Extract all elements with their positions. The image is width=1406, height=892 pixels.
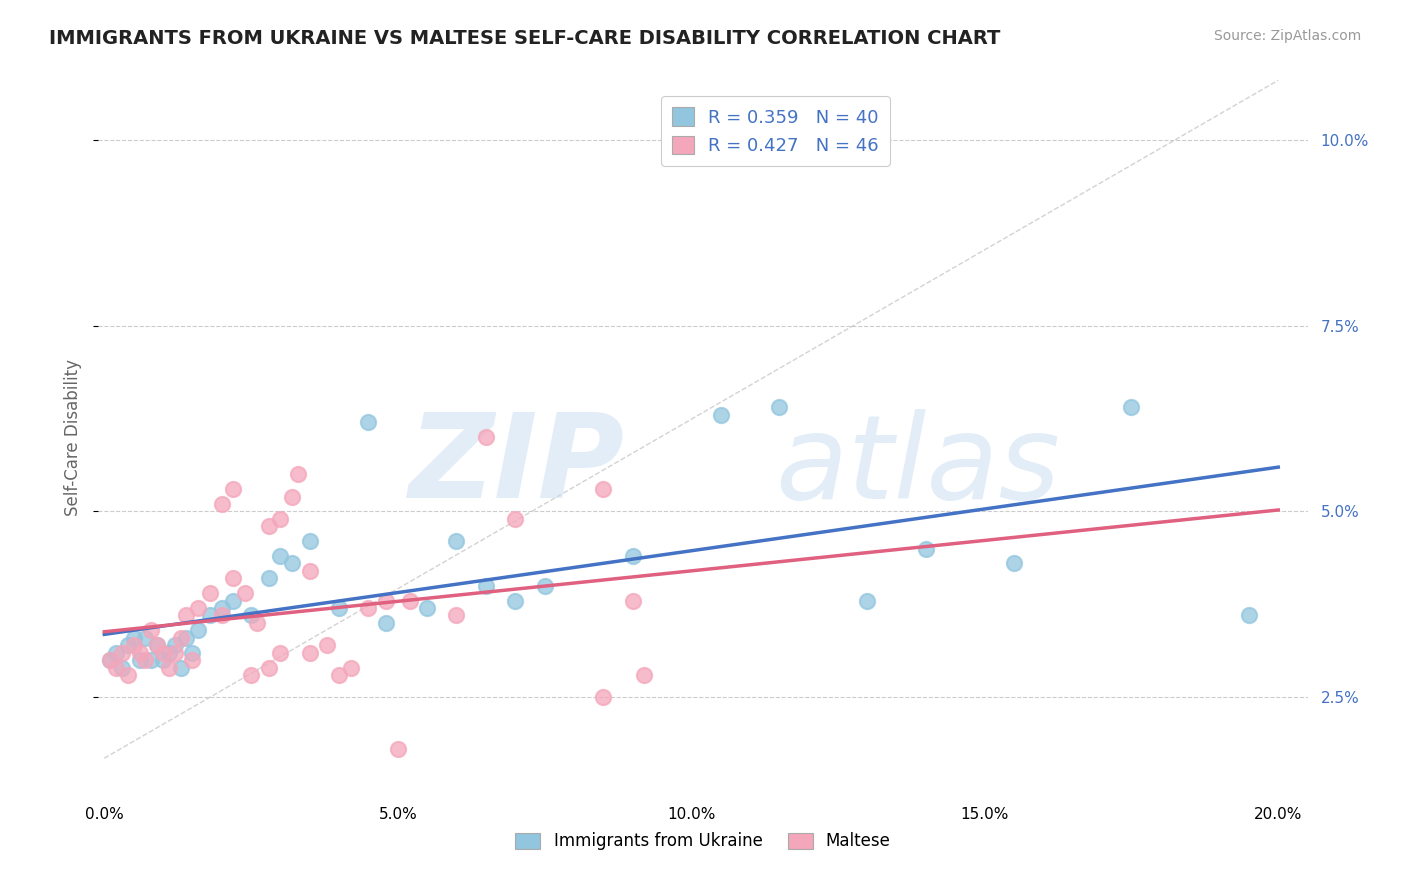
Point bbox=[446, 608, 468, 623]
Point bbox=[269, 512, 291, 526]
Point bbox=[281, 557, 304, 571]
Point bbox=[146, 638, 169, 652]
Point bbox=[633, 668, 655, 682]
Point bbox=[134, 631, 156, 645]
Point bbox=[146, 638, 169, 652]
Point bbox=[222, 571, 245, 585]
Point bbox=[328, 668, 350, 682]
Text: ZIP: ZIP bbox=[408, 409, 624, 523]
Point bbox=[915, 541, 938, 556]
Point bbox=[316, 638, 339, 652]
Text: IMMIGRANTS FROM UKRAINE VS MALTESE SELF-CARE DISABILITY CORRELATION CHART: IMMIGRANTS FROM UKRAINE VS MALTESE SELF-… bbox=[49, 29, 1001, 47]
Point bbox=[141, 653, 163, 667]
Point bbox=[398, 593, 420, 607]
Point bbox=[287, 467, 309, 482]
Point bbox=[475, 579, 498, 593]
Y-axis label: Self-Care Disability: Self-Care Disability bbox=[65, 359, 83, 516]
Point bbox=[122, 638, 145, 652]
Point bbox=[446, 534, 468, 549]
Point bbox=[856, 593, 879, 607]
Point bbox=[169, 631, 191, 645]
Point bbox=[117, 638, 139, 652]
Point bbox=[416, 601, 439, 615]
Point bbox=[105, 646, 128, 660]
Point bbox=[128, 653, 150, 667]
Point bbox=[298, 564, 321, 578]
Point bbox=[198, 586, 221, 600]
Point bbox=[211, 608, 233, 623]
Point bbox=[181, 653, 204, 667]
Point bbox=[128, 646, 150, 660]
Point bbox=[357, 601, 380, 615]
Point bbox=[281, 490, 304, 504]
Point bbox=[240, 608, 263, 623]
Text: atlas: atlas bbox=[776, 409, 1060, 523]
Point bbox=[533, 579, 555, 593]
Point bbox=[98, 653, 121, 667]
Point bbox=[328, 601, 350, 615]
Point bbox=[222, 593, 245, 607]
Point bbox=[181, 646, 204, 660]
Point bbox=[134, 653, 156, 667]
Point bbox=[187, 601, 209, 615]
Point bbox=[111, 660, 134, 674]
Point bbox=[111, 646, 134, 660]
Point bbox=[1002, 557, 1025, 571]
Point bbox=[340, 660, 363, 674]
Point bbox=[141, 624, 163, 638]
Point bbox=[246, 615, 269, 630]
Point bbox=[387, 742, 409, 756]
Point bbox=[163, 638, 186, 652]
Point bbox=[240, 668, 263, 682]
Point bbox=[257, 519, 280, 533]
Point bbox=[198, 608, 221, 623]
Point bbox=[98, 653, 121, 667]
Point bbox=[233, 586, 256, 600]
Point bbox=[1121, 401, 1143, 415]
Point bbox=[176, 608, 198, 623]
Point bbox=[1237, 608, 1260, 623]
Point bbox=[375, 593, 398, 607]
Point bbox=[269, 549, 291, 563]
Point bbox=[621, 593, 644, 607]
Point bbox=[117, 668, 139, 682]
Point bbox=[163, 646, 186, 660]
Point bbox=[157, 646, 180, 660]
Point bbox=[503, 593, 526, 607]
Point bbox=[157, 660, 180, 674]
Point bbox=[122, 631, 145, 645]
Point bbox=[187, 624, 209, 638]
Point bbox=[621, 549, 644, 563]
Point bbox=[211, 601, 233, 615]
Point bbox=[503, 512, 526, 526]
Point bbox=[176, 631, 198, 645]
Point bbox=[475, 430, 498, 444]
Point bbox=[211, 497, 233, 511]
Legend: Immigrants from Ukraine, Maltese: Immigrants from Ukraine, Maltese bbox=[509, 826, 897, 857]
Point bbox=[257, 571, 280, 585]
Point bbox=[105, 660, 128, 674]
Point bbox=[257, 660, 280, 674]
Point bbox=[222, 482, 245, 496]
Point bbox=[152, 646, 174, 660]
Point bbox=[357, 415, 380, 429]
Point bbox=[592, 690, 614, 705]
Point bbox=[152, 653, 174, 667]
Point bbox=[768, 401, 790, 415]
Point bbox=[269, 646, 291, 660]
Point bbox=[710, 408, 733, 422]
Point bbox=[375, 615, 398, 630]
Text: Source: ZipAtlas.com: Source: ZipAtlas.com bbox=[1213, 29, 1361, 43]
Point bbox=[592, 482, 614, 496]
Point bbox=[298, 534, 321, 549]
Point bbox=[169, 660, 191, 674]
Point bbox=[298, 646, 321, 660]
